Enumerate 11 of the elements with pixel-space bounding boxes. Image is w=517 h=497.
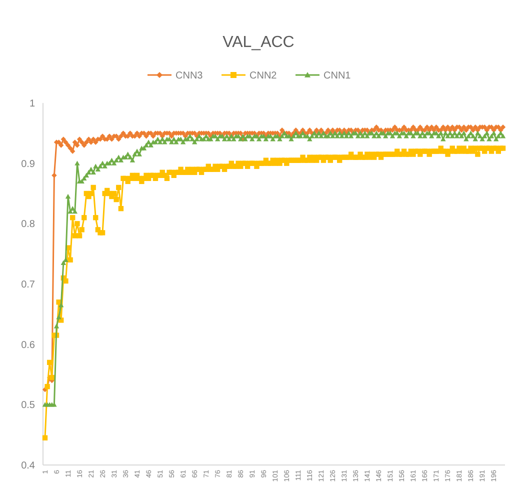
legend-label: CNN2 <box>250 70 278 82</box>
y-tick-label: 1 <box>29 98 36 110</box>
legend-label: CNN1 <box>324 70 352 82</box>
y-tick-label: 0.8 <box>21 219 36 230</box>
y-tick-label: 0.9 <box>21 158 36 170</box>
legend-label: CNN3 <box>176 70 204 82</box>
y-tick-label: 0.6 <box>21 340 36 351</box>
y-tick-label: 0.7 <box>21 280 36 290</box>
y-tick-label: 0.5 <box>21 400 36 412</box>
chart-title: VAL_ACC <box>222 34 294 51</box>
y-tick-label: 0.4 <box>21 460 36 472</box>
